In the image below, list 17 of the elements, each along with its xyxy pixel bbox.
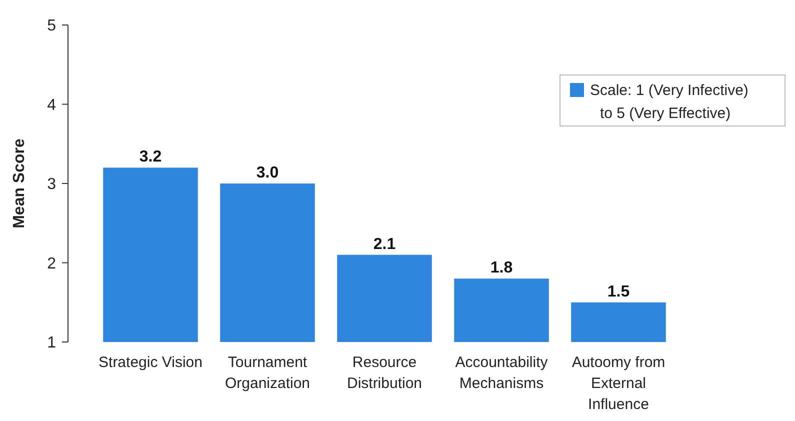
data-label: 3.0 bbox=[256, 164, 279, 182]
y-axis-title: Mean Score bbox=[11, 138, 28, 228]
x-tick-label: Strategic Vision bbox=[98, 354, 202, 371]
x-tick-label: Resource Distribution bbox=[346, 354, 422, 392]
x-tick-label: Tournament Organization bbox=[224, 354, 310, 392]
y-tick-label: 4 bbox=[47, 96, 56, 114]
y-tick-label: 5 bbox=[47, 18, 56, 35]
y-tick-label: 2 bbox=[47, 255, 56, 272]
legend-label: Scale: 1 (Very Infective) to 5 (Very Effective) bbox=[590, 82, 748, 122]
data-label: 1.5 bbox=[607, 283, 630, 300]
data-label: 3.2 bbox=[139, 148, 162, 166]
y-tick-label: 1 bbox=[47, 334, 56, 352]
x-tick-label: Autoomy from External Influence bbox=[572, 354, 666, 413]
data-label: 1.8 bbox=[490, 260, 513, 277]
y-tick-label: 3 bbox=[47, 176, 56, 194]
data-label: 2.1 bbox=[373, 236, 396, 253]
x-tick-label: Accountability Mechanisms bbox=[455, 354, 548, 392]
